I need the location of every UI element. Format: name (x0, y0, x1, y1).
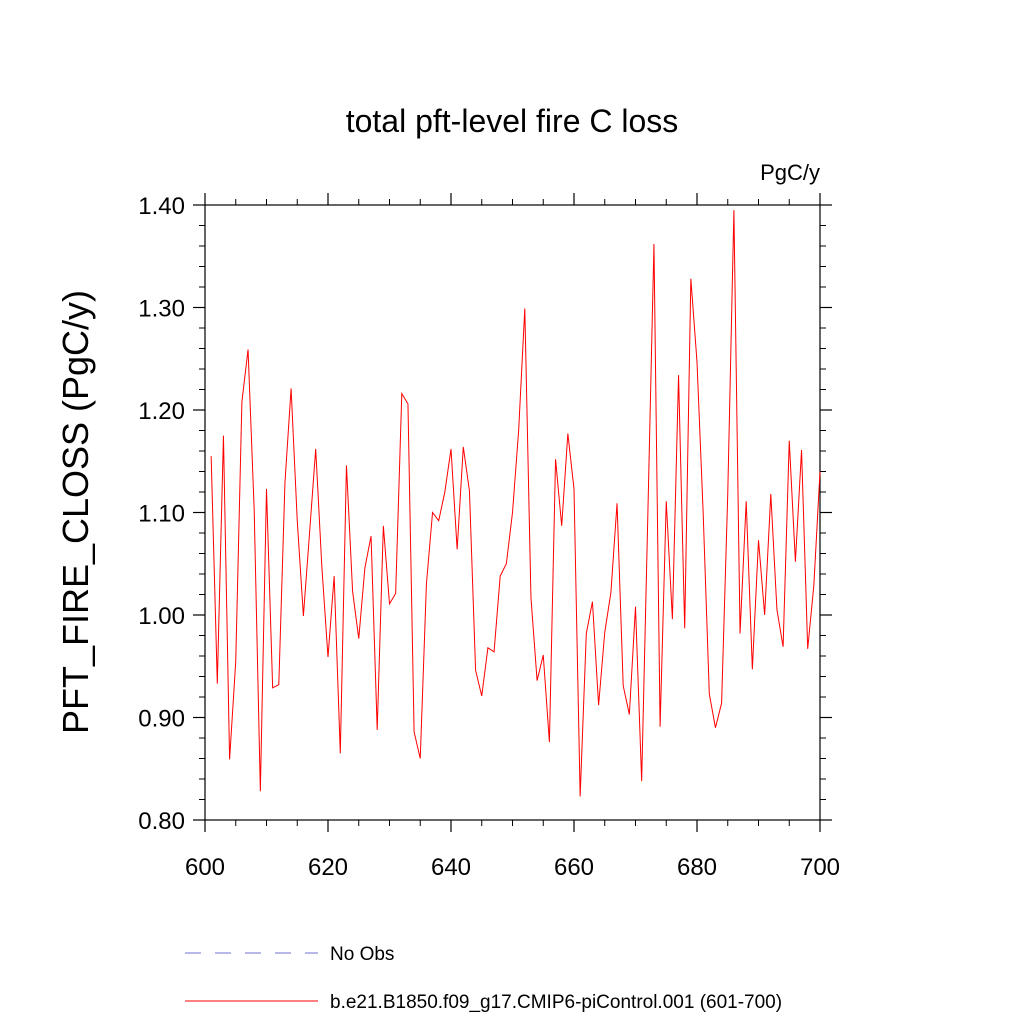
y-axis-label: PFT_FIRE_CLOSS (PgC/y) (55, 290, 96, 734)
plot-frame (204, 204, 821, 821)
x-tick-label: 700 (800, 854, 840, 881)
legend: No Obs b.e21.B1850.f09_g17.CMIP6-piContro… (185, 944, 782, 1013)
x-tick-label: 640 (431, 854, 471, 881)
legend-label: b.e21.B1850.f09_g17.CMIP6-piControl.001 … (330, 992, 782, 1013)
y-tick-label: 0.90 (138, 706, 185, 733)
y-tick-label: 1.20 (138, 398, 185, 425)
chart-title: total pft-level fire C loss (346, 103, 679, 139)
y-tick-label: 1.00 (138, 603, 185, 630)
y-tick-label: 1.40 (138, 193, 185, 220)
y-tick-label: 1.10 (138, 501, 185, 528)
y-tick-label: 0.80 (138, 808, 185, 835)
legend-label: No Obs (330, 944, 394, 965)
y-tick-label: 1.30 (138, 296, 185, 323)
units-label: PgC/y (760, 160, 820, 185)
x-tick-label: 660 (554, 854, 594, 881)
axis-tick-labels: 600 620 640 660 680 700 0.80 0.90 1.00 1.10 1.20 1.… (138, 193, 840, 881)
series-line (210, 210, 821, 797)
x-tick-label: 620 (308, 854, 348, 881)
x-tick-label: 680 (677, 854, 717, 881)
series-group (210, 210, 821, 797)
x-tick-label: 600 (185, 854, 225, 881)
axis-ticks (193, 193, 832, 832)
